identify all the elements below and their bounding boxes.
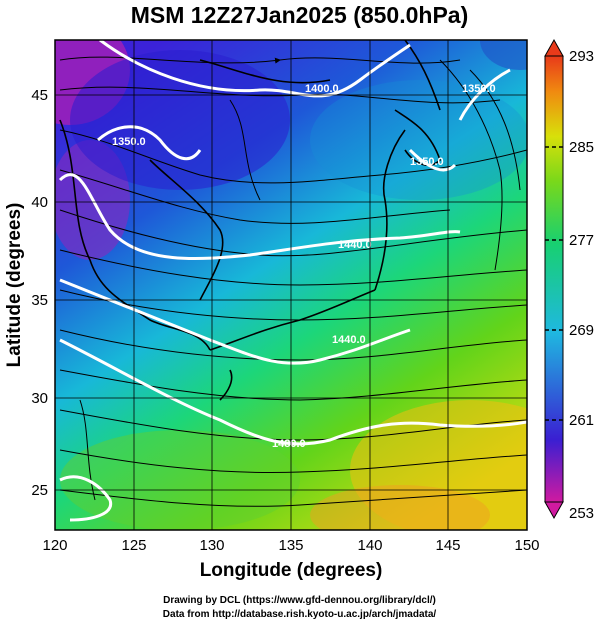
height-contours — [58, 40, 527, 522]
y-axis-label: Latitude (degrees) — [4, 203, 25, 368]
colorbar-tick-label: 293 — [569, 48, 594, 65]
x-tick-label: 125 — [121, 537, 146, 554]
colorbar-tick-label: 277 — [569, 232, 594, 249]
x-tick-label: 150 — [514, 537, 539, 554]
colorbar-tick-label: 261 — [569, 412, 594, 429]
y-tick-label: 45 — [31, 87, 48, 104]
x-tick-label: 140 — [357, 537, 382, 554]
contour-label: 1350.0 — [462, 83, 496, 95]
x-tick-label: 145 — [435, 537, 460, 554]
y-tick-label: 35 — [31, 292, 48, 309]
contour-label: 1480.0 — [272, 438, 306, 450]
colorbar-down-arrow-icon — [544, 501, 564, 520]
credit-data-source: Data from http://database.rish.kyoto-u.a… — [162, 609, 437, 620]
contour-label: 1440.0 — [338, 239, 372, 251]
x-ticks: 120 125 130 135 140 145 150 — [42, 537, 539, 554]
chart-title: MSM 12Z27Jan2025 (850.0hPa) — [130, 2, 469, 28]
colorbar-tick-label: 285 — [569, 139, 594, 156]
y-tick-label: 30 — [31, 390, 48, 407]
colorbar-tick-label: 253 — [569, 505, 594, 522]
contour-label: 1350.0 — [410, 156, 444, 168]
credit-drawing: Drawing by DCL (https://www.gfd-dennou.o… — [163, 595, 436, 606]
x-tick-label: 135 — [278, 537, 303, 554]
y-ticks: 25 30 35 40 45 — [31, 87, 48, 499]
contour-label: 1350.0 — [112, 136, 146, 148]
contour-label: 1440.0 — [332, 334, 366, 346]
contour-label: 1400.0 — [305, 83, 339, 95]
y-tick-label: 25 — [31, 482, 48, 499]
colorbar: 293 285 277 269 261 253 — [544, 38, 594, 522]
x-tick-label: 130 — [199, 537, 224, 554]
x-tick-label: 120 — [42, 537, 67, 554]
colorbar-up-arrow-icon — [544, 38, 564, 57]
colorbar-scale — [544, 55, 564, 503]
y-tick-label: 40 — [31, 194, 48, 211]
credits: Drawing by DCL (https://www.gfd-dennou.o… — [0, 594, 599, 622]
plot-frame — [54, 39, 528, 531]
graticule — [55, 40, 527, 530]
temperature-field — [55, 40, 527, 530]
colorbar-tick-label: 269 — [569, 322, 594, 339]
x-axis-label: Longitude (degrees) — [200, 560, 383, 581]
